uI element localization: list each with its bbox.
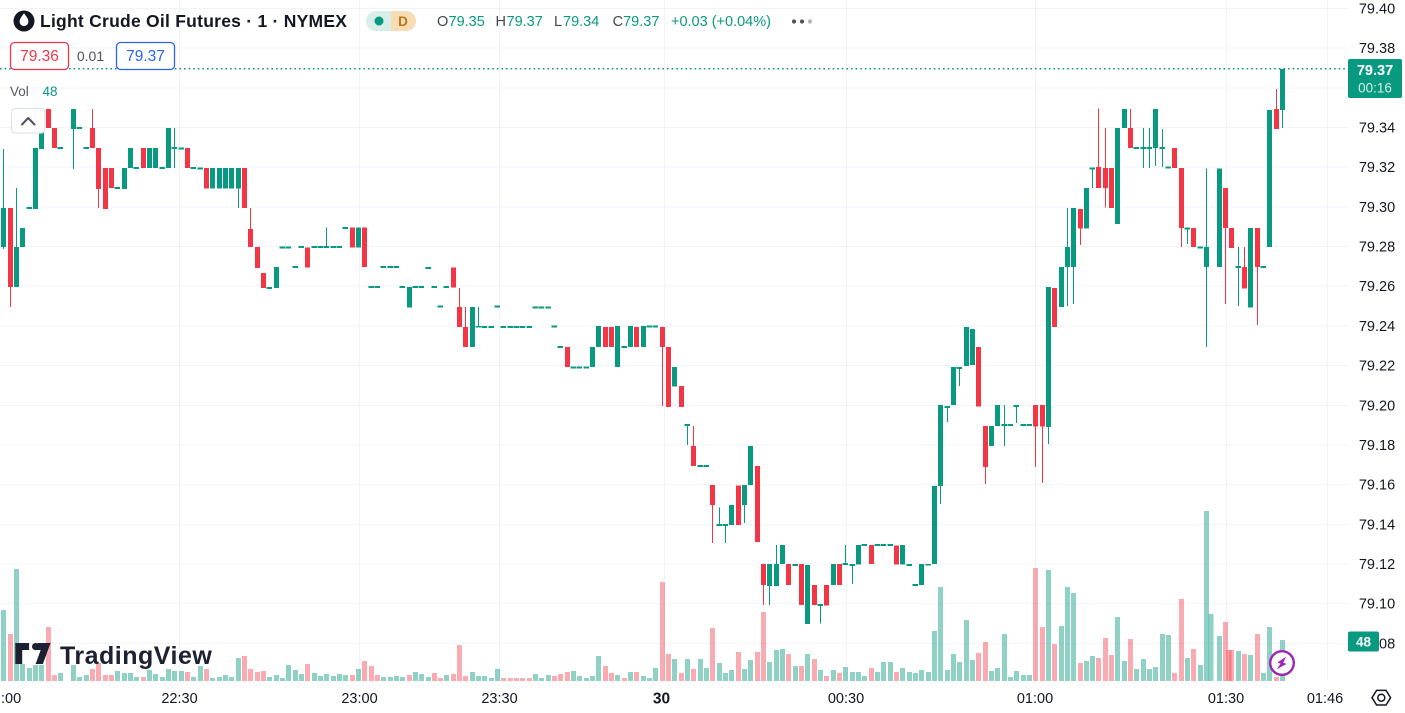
svg-text:C: C <box>613 14 623 30</box>
svg-text:01:46: 01:46 <box>1307 691 1343 707</box>
svg-text:01:30: 01:30 <box>1208 691 1244 707</box>
svg-text:23:30: 23:30 <box>481 691 517 707</box>
svg-text:79.34: 79.34 <box>563 14 599 30</box>
svg-text::00: :00 <box>1 691 21 707</box>
svg-text:79.32: 79.32 <box>1359 160 1395 176</box>
svg-text:D: D <box>398 14 408 29</box>
svg-text:79.26: 79.26 <box>1359 279 1395 295</box>
svg-text:79.16: 79.16 <box>1359 478 1395 494</box>
svg-text:0.01: 0.01 <box>77 48 104 64</box>
svg-text:H: H <box>496 14 506 30</box>
svg-text:79.22: 79.22 <box>1359 359 1395 375</box>
svg-text:48: 48 <box>1356 635 1372 650</box>
svg-text:79.37: 79.37 <box>126 48 165 65</box>
svg-text:23:00: 23:00 <box>341 691 377 707</box>
svg-text:+0.03 (+0.04%): +0.03 (+0.04%) <box>671 14 771 30</box>
svg-text:79.18: 79.18 <box>1359 438 1395 454</box>
svg-text:Light Crude Oil Futures · 1 ·: Light Crude Oil Futures · 1 · NYMEX <box>40 11 347 31</box>
svg-text:79.35: 79.35 <box>449 14 485 30</box>
svg-text:79.40: 79.40 <box>1359 1 1395 17</box>
svg-text:01:00: 01:00 <box>1017 691 1053 707</box>
svg-text:79.28: 79.28 <box>1359 240 1395 256</box>
svg-text:79.38: 79.38 <box>1359 41 1395 57</box>
svg-text:L: L <box>554 14 562 30</box>
svg-text:TradingView: TradingView <box>60 642 212 670</box>
svg-text:22:30: 22:30 <box>161 691 197 707</box>
svg-text:79.37: 79.37 <box>1357 63 1393 79</box>
svg-text:Vol: Vol <box>10 84 29 99</box>
svg-text:79.30: 79.30 <box>1359 200 1395 216</box>
svg-text:79.37: 79.37 <box>507 14 543 30</box>
svg-text:79.20: 79.20 <box>1359 398 1395 414</box>
svg-text:00:16: 00:16 <box>1358 81 1392 96</box>
svg-text:30: 30 <box>653 691 670 708</box>
svg-text:48: 48 <box>43 84 58 99</box>
svg-text:79.36: 79.36 <box>20 48 59 65</box>
svg-text:79.34: 79.34 <box>1359 121 1395 137</box>
svg-text:O: O <box>437 14 448 30</box>
svg-text:79.24: 79.24 <box>1359 319 1395 335</box>
svg-text:79.12: 79.12 <box>1359 557 1395 573</box>
svg-text:79.10: 79.10 <box>1359 597 1395 613</box>
svg-text:79.37: 79.37 <box>623 14 659 30</box>
svg-text:00:30: 00:30 <box>828 691 864 707</box>
svg-text:79.14: 79.14 <box>1359 517 1395 533</box>
